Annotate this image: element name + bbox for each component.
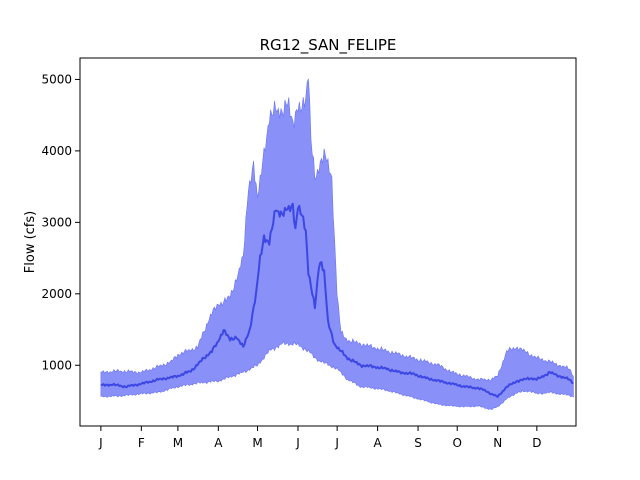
x-tick-label: J (98, 436, 103, 450)
range-band (100, 78, 574, 410)
x-tick-label: D (532, 436, 541, 450)
x-tick-label: S (414, 436, 422, 450)
y-axis-label: Flow (cfs) (23, 211, 38, 273)
y-tick-label: 4000 (41, 144, 72, 158)
x-tick-label: J (295, 436, 300, 450)
x-tick-label: A (214, 436, 223, 450)
x-tick-label: A (373, 436, 382, 450)
x-tick-label: J (334, 436, 339, 450)
x-tick-label: F (138, 436, 145, 450)
y-tick-label: 2000 (41, 287, 72, 301)
x-tick-label: M (252, 436, 262, 450)
y-tick-label: 3000 (41, 215, 72, 229)
median-line (100, 202, 574, 398)
y-tick-label: 1000 (41, 358, 72, 372)
x-tick-label: N (493, 436, 502, 450)
x-tick-label: M (173, 436, 183, 450)
plot-frame (79, 57, 577, 427)
y-tick-label: 5000 (41, 72, 72, 86)
y-axis: 1000 2000 3000 4000 5000 (41, 72, 80, 372)
x-tick-label: O (452, 436, 461, 450)
chart-title: RG12_SAN_FELIPE (260, 36, 397, 55)
plot-area (100, 78, 574, 410)
